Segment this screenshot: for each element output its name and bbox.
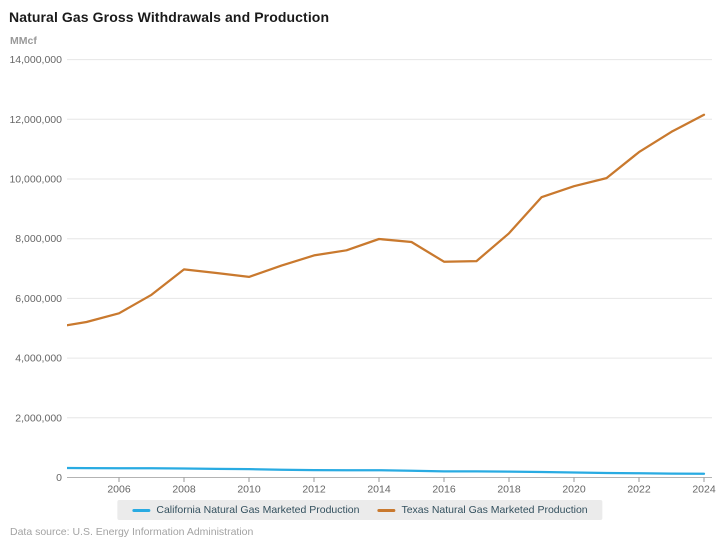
chart-legend: California Natural Gas Marketed Producti… (117, 500, 603, 520)
y-axis-tick-label: 8,000,000 (15, 233, 62, 245)
x-axis-tick-label: 2008 (172, 484, 196, 496)
legend-item-california[interactable]: California Natural Gas Marketed Producti… (132, 504, 359, 516)
legend-item-texas[interactable]: Texas Natural Gas Marketed Production (377, 504, 588, 516)
y-axis-unit-label: MMcf (10, 35, 37, 47)
y-axis-tick-label: 0 (56, 472, 62, 484)
data-source-note: Data source: U.S. Energy Information Adm… (10, 526, 254, 538)
y-axis-tick-label: 6,000,000 (15, 293, 62, 305)
legend-label-texas: Texas Natural Gas Marketed Production (401, 504, 588, 516)
y-axis-tick-label: 4,000,000 (15, 353, 62, 365)
x-axis-tick-label: 2006 (107, 484, 131, 496)
legend-label-california: California Natural Gas Marketed Producti… (156, 504, 360, 516)
y-axis-tick-label: 12,000,000 (9, 114, 62, 126)
y-axis-tick-label: 14,000,000 (9, 54, 62, 66)
texas-series-line[interactable] (54, 113, 706, 328)
x-axis-tick-label: 2020 (562, 484, 586, 496)
x-axis-tick-label: 2016 (432, 484, 456, 496)
x-axis-tick-label: 2022 (627, 484, 651, 496)
california-series-line[interactable] (54, 466, 706, 475)
x-axis-tick-label: 2010 (237, 484, 261, 496)
y-axis-tick-label: 2,000,000 (15, 412, 62, 424)
x-axis-tick-label: 2012 (302, 484, 326, 496)
california-line-swatch (132, 508, 151, 512)
y-axis-tick-label: 10,000,000 (9, 174, 62, 186)
page-title: Natural Gas Gross Withdrawals and Produc… (9, 9, 330, 25)
texas-line-swatch (377, 508, 396, 512)
x-axis-tick-label: 2014 (367, 484, 391, 496)
x-axis-tick-label: 2024 (692, 484, 716, 496)
x-axis-tick-label: 2018 (497, 484, 521, 496)
